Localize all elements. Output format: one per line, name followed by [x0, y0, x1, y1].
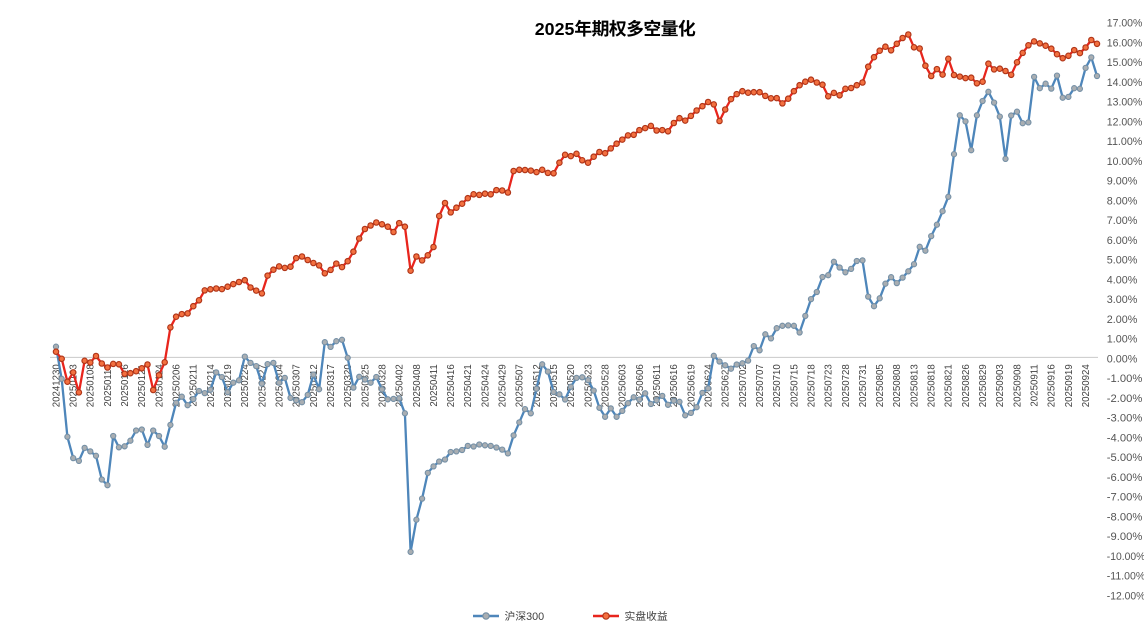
svg-text:20250723: 20250723 [824, 364, 835, 407]
svg-text:20250718: 20250718 [806, 364, 817, 407]
svg-text:5.00%: 5.00% [1107, 255, 1138, 267]
svg-text:20250116: 20250116 [120, 364, 131, 406]
svg-text:-10.00%: -10.00% [1107, 551, 1144, 563]
svg-text:8.00%: 8.00% [1107, 195, 1138, 207]
svg-text:20250611: 20250611 [652, 364, 663, 406]
svg-text:20250805: 20250805 [875, 364, 886, 407]
svg-text:20250211: 20250211 [189, 364, 200, 406]
svg-text:20241230: 20241230 [51, 364, 62, 408]
svg-text:20250515: 20250515 [549, 364, 560, 407]
svg-text:12.00%: 12.00% [1107, 116, 1143, 128]
svg-text:20250408: 20250408 [412, 364, 423, 407]
svg-text:300: 300 [526, 611, 544, 623]
svg-text:20250919: 20250919 [1064, 364, 1075, 407]
svg-text:20250411: 20250411 [429, 364, 440, 406]
svg-text:20250710: 20250710 [772, 364, 783, 408]
svg-text:20250903: 20250903 [995, 364, 1006, 407]
svg-text:20250603: 20250603 [618, 364, 629, 407]
svg-text:20250924: 20250924 [1081, 364, 1092, 408]
svg-text:3.00%: 3.00% [1107, 294, 1138, 306]
svg-text:20250317: 20250317 [326, 364, 337, 407]
svg-text:20250829: 20250829 [978, 364, 989, 407]
svg-text:20250908: 20250908 [1012, 364, 1023, 407]
svg-text:-3.00%: -3.00% [1107, 413, 1143, 425]
svg-text:20250728: 20250728 [841, 364, 852, 407]
svg-text:20250606: 20250606 [635, 364, 646, 407]
svg-text:-5.00%: -5.00% [1107, 452, 1143, 464]
svg-text:9.00%: 9.00% [1107, 176, 1138, 188]
svg-text:20250808: 20250808 [892, 364, 903, 407]
svg-text:-9.00%: -9.00% [1107, 531, 1143, 543]
svg-text:20250113: 20250113 [103, 364, 114, 406]
svg-text:20250813: 20250813 [909, 364, 920, 407]
svg-text:20250219: 20250219 [223, 364, 234, 407]
svg-text:20250325: 20250325 [360, 364, 371, 407]
svg-text:20250826: 20250826 [961, 364, 972, 407]
svg-text:-12.00%: -12.00% [1107, 590, 1144, 602]
svg-text:20250818: 20250818 [927, 364, 938, 407]
svg-text:20250707: 20250707 [755, 364, 766, 407]
svg-text:20250916: 20250916 [1047, 364, 1058, 407]
svg-text:10.00%: 10.00% [1107, 156, 1143, 168]
svg-text:-6.00%: -6.00% [1107, 472, 1143, 484]
svg-text:2025: 2025 [535, 19, 575, 39]
svg-text:20250312: 20250312 [309, 364, 320, 407]
svg-text:20250528: 20250528 [601, 364, 612, 407]
svg-text:20250507: 20250507 [515, 364, 526, 407]
svg-text:20250821: 20250821 [944, 364, 955, 407]
svg-text:20250619: 20250619 [686, 364, 697, 407]
svg-text:20250307: 20250307 [292, 364, 303, 407]
svg-text:0.00%: 0.00% [1107, 353, 1138, 365]
svg-text:15.00%: 15.00% [1107, 57, 1143, 69]
svg-text:20250206: 20250206 [172, 364, 183, 407]
svg-text:20250911: 20250911 [1030, 364, 1041, 406]
svg-text:20250421: 20250421 [463, 364, 474, 407]
svg-text:20250731: 20250731 [858, 364, 869, 407]
svg-text:16.00%: 16.00% [1107, 37, 1143, 49]
svg-text:20250108: 20250108 [86, 364, 97, 407]
svg-text:6.00%: 6.00% [1107, 235, 1138, 247]
svg-text:-2.00%: -2.00% [1107, 393, 1143, 405]
svg-text:20250616: 20250616 [669, 364, 680, 407]
svg-text:20250328: 20250328 [377, 364, 388, 407]
svg-text:20250320: 20250320 [343, 364, 354, 408]
svg-text:20250103: 20250103 [69, 364, 80, 407]
svg-text:20250715: 20250715 [789, 364, 800, 407]
svg-text:4.00%: 4.00% [1107, 274, 1138, 286]
svg-text:17.00%: 17.00% [1107, 18, 1143, 30]
svg-text:2.00%: 2.00% [1107, 314, 1138, 326]
svg-text:-4.00%: -4.00% [1107, 432, 1143, 444]
svg-text:14.00%: 14.00% [1107, 77, 1143, 89]
svg-text:20250702: 20250702 [738, 364, 749, 407]
svg-text:20250416: 20250416 [446, 364, 457, 407]
svg-text:7.00%: 7.00% [1107, 215, 1138, 227]
svg-text:20250627: 20250627 [721, 364, 732, 407]
svg-text:-8.00%: -8.00% [1107, 511, 1143, 523]
svg-text:11.00%: 11.00% [1107, 136, 1143, 148]
svg-text:-11.00%: -11.00% [1107, 571, 1144, 583]
svg-text:20250402: 20250402 [395, 364, 406, 407]
svg-text:20250424: 20250424 [480, 364, 491, 408]
svg-text:-7.00%: -7.00% [1107, 492, 1143, 504]
svg-text:20250124: 20250124 [154, 364, 165, 408]
svg-text:1.00%: 1.00% [1107, 334, 1138, 346]
svg-text:20250523: 20250523 [583, 364, 594, 407]
svg-text:13.00%: 13.00% [1107, 97, 1143, 109]
svg-text:20250121: 20250121 [137, 364, 148, 407]
svg-text:20250224: 20250224 [240, 364, 251, 408]
svg-text:-1.00%: -1.00% [1107, 373, 1143, 385]
svg-text:20250429: 20250429 [498, 364, 509, 407]
